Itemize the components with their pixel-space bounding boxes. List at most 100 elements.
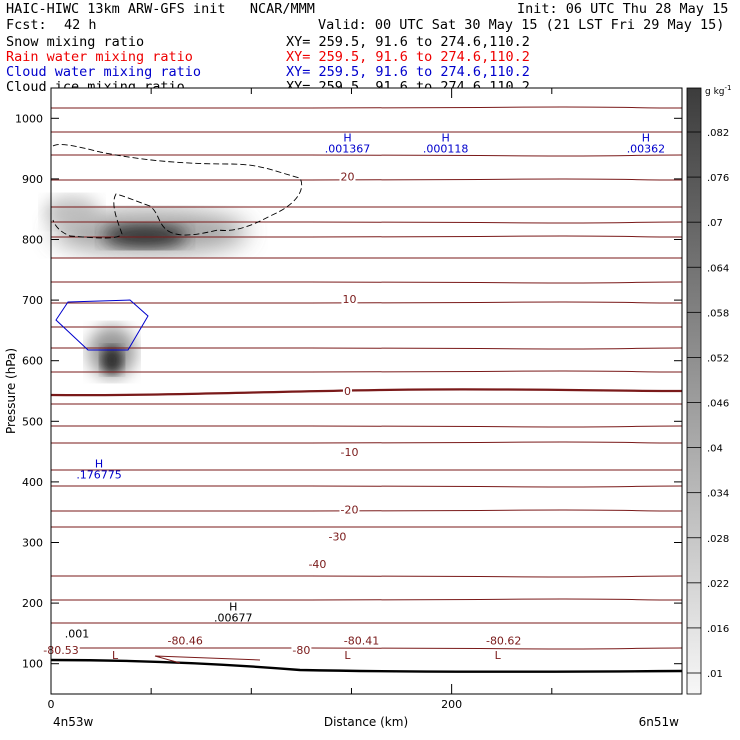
snow-shading [44,196,248,378]
isotherm-line [50,235,683,238]
x-axis-label: Distance (km) [324,715,408,729]
x-tick-label: 200 [441,698,462,711]
field-name-cloud-water: Cloud water mixing ratio [6,64,202,80]
init-time: Init: 06 UTC Thu 28 May 15 [517,1,729,17]
isotherm-line [50,485,683,488]
colorbar-tick-label: .058 [707,308,729,319]
isotherm-label-bg [339,503,360,517]
isotherm-label-bg [341,293,358,307]
extremum-symbol: L [344,649,351,662]
surface-contour-hook [154,655,261,664]
extremum-value: .00362 [627,142,666,155]
isotherm-label-bg [327,530,348,544]
extremum-symbol: H [642,131,650,144]
field-xy-rain: XY= 259.5, 91.6 to 274.6,110.2 [286,49,530,65]
extremum-symbol: L [112,649,119,662]
isotherm-label: -80 [292,644,310,657]
extremum-symbol: H [229,600,237,613]
x-axis: 0 200 [48,88,553,711]
isotherm-label-bg [342,634,381,648]
isotherm-label: 20 [340,171,354,184]
colorbar-tick-label: .07 [707,218,723,229]
y-axis: 100 200 300 400 500 600 700 800 900 1000 [15,112,682,671]
isotherm-label-bg [307,557,328,571]
freezing-level-line [50,388,683,397]
colorbar-tick-label: .01 [707,669,723,680]
isotherm-label-bg [291,644,312,658]
y-axis-label: Pressure (hPa) [4,348,18,434]
extremum-value: .00677 [214,611,253,624]
x-tick-label: 0 [48,698,55,711]
y-tick-label: 800 [22,234,43,247]
isotherm-line [50,441,683,444]
extremum-symbol: H [441,131,449,144]
isotherm-label-bg [166,634,204,648]
extremum-value: .000118 [423,142,469,155]
colorbar-tick-label: .076 [707,173,729,184]
colorbar-tick-label: .028 [707,534,729,545]
forecast-hour: 42 h [64,17,97,33]
isotherm-label-bg [484,634,523,648]
surface-line [50,658,683,673]
y-tick-label: 600 [22,355,43,368]
isotherm-label: -80.41 [344,634,379,647]
isotherm-label: -80.46 [167,634,202,647]
ice-contour [52,144,302,239]
colorbar-tick-label: .064 [707,263,729,274]
y-tick-label: 900 [22,173,43,186]
field-xy-snow: XY= 259.5, 91.6 to 274.6,110.2 [286,34,530,50]
colorbar [686,87,702,695]
valid-time: Valid: 00 UTC Sat 30 May 15 (21 LST Fri … [318,17,725,33]
plot-frame [50,87,683,695]
isotherm-line [50,425,683,428]
isotherm-line [50,106,683,109]
colorbar-tick-label: .052 [707,353,729,364]
y-tick-label: 100 [22,658,43,671]
extremum-symbol: L [495,649,502,662]
colorbar-tick-label: .034 [707,489,729,500]
ice-contour-label: .001 [65,627,90,640]
colorbar-units: g kg-1 [705,84,731,97]
isotherm-line [50,370,683,373]
isotherm-line [50,509,683,512]
isotherm-label-bg [342,385,352,399]
isotherm-label-bg [339,445,360,459]
isotherm-line [50,575,683,578]
y-tick-label: 400 [22,476,43,489]
isotherm-line [50,154,683,157]
isotherm-line [50,347,683,350]
cloud-water-contour [55,299,149,351]
colorbar-tick-label: .04 [707,444,723,455]
isotherm-label: -80.62 [486,634,521,647]
y-tick-label: 500 [22,415,43,428]
y-tick-label: 200 [22,597,43,610]
isotherm-line [50,178,683,181]
extremum-symbol: H [95,457,103,470]
isotherm-line [50,647,683,650]
y-tick-label: 1000 [15,112,43,125]
colorbar-tick-label: .016 [707,624,729,635]
isotherm-label: -20 [340,503,358,516]
isotherm-label: 10 [342,293,356,306]
colorbar-tick-label: .082 [707,128,729,139]
colorbar-tick-label: .022 [707,579,729,590]
isotherm-label: -40 [308,558,326,571]
isotherm-label: -80.53 [43,644,78,657]
field-name-snow: Snow mixing ratio [6,34,145,50]
isotherm-line [50,598,683,601]
isotherm-label-bg [339,170,356,184]
y-tick-label: 300 [22,537,43,550]
x-start-label: 4n53w [53,715,94,729]
y-tick-label: 700 [22,294,43,307]
extremum-value: .001367 [325,142,371,155]
isotherm-line [50,281,683,284]
isotherm-line [50,301,683,304]
extremum-symbol: H [343,131,351,144]
isotherm-label-bg [42,644,80,658]
extremum-value: .176775 [76,468,122,481]
isotherm-line [50,221,683,224]
isotherm-label: -30 [328,531,346,544]
temperature-isotherms [50,106,683,650]
chart-title: HAIC-HIWC 13km ARW-GFS init NCAR/MMM [6,1,315,17]
